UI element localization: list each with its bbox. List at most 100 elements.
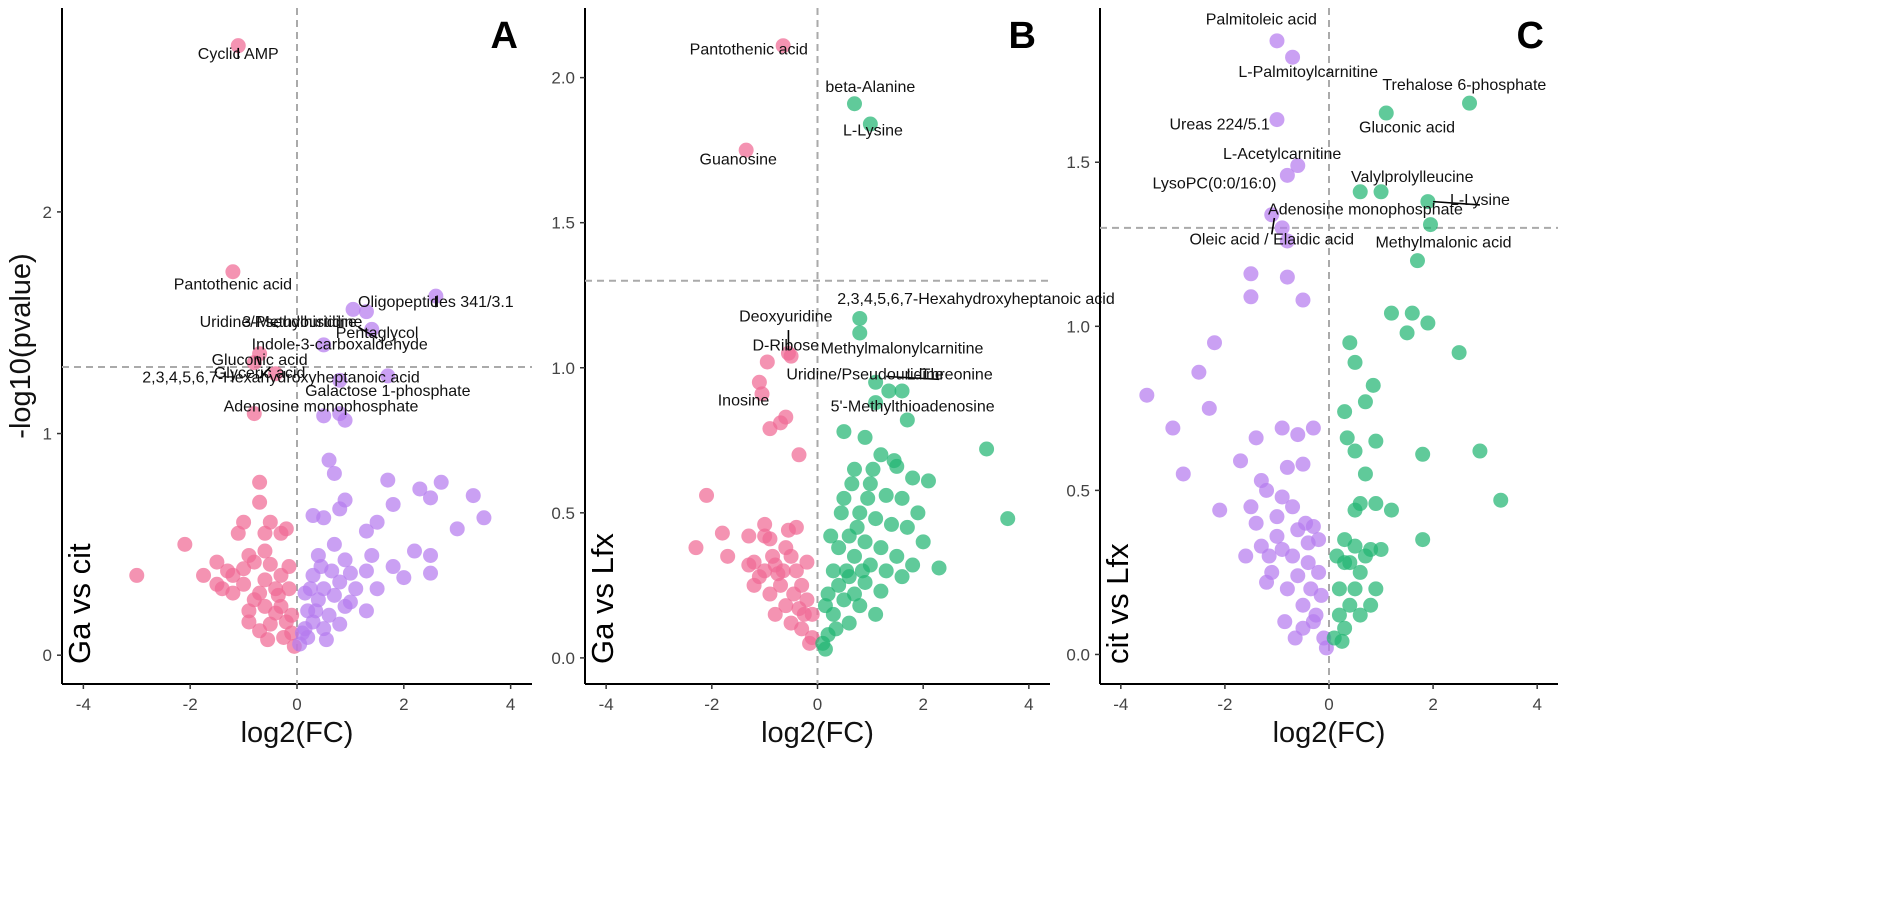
- data-point-up: [385, 559, 401, 575]
- data-point-up: [857, 429, 873, 445]
- data-point-pos: [1331, 581, 1347, 597]
- data-point-pos: [1342, 597, 1358, 613]
- data-point-up: [820, 586, 836, 602]
- annotation-leader-line: [886, 375, 940, 381]
- data-point-neg: [1279, 459, 1295, 475]
- data-point-neg: [1274, 489, 1290, 505]
- data-point-down: [257, 598, 273, 614]
- data-point-down: [699, 487, 715, 503]
- data-point-neg: [1279, 581, 1295, 597]
- data-point-neg: [1290, 427, 1306, 443]
- data-point-up: [852, 310, 868, 326]
- data-point-down: [788, 563, 804, 579]
- data-point-up: [385, 496, 401, 512]
- point-annotation: LysoPC(0:0/16:0): [1153, 175, 1277, 192]
- point-annotation: L-Lysine: [1450, 192, 1510, 209]
- data-point-down: [754, 386, 770, 402]
- data-point-up: [868, 374, 884, 390]
- data-point-down: [738, 142, 754, 158]
- data-point-up: [316, 337, 332, 353]
- y-tick-label: 1.0: [1066, 317, 1090, 336]
- data-point-up: [369, 581, 385, 597]
- data-point-up: [886, 453, 902, 469]
- data-point-neg: [1243, 266, 1259, 282]
- data-point-up: [849, 519, 865, 535]
- y-tick-label: 0: [43, 646, 52, 665]
- annotation-leader-line: [259, 366, 271, 379]
- data-point-pos: [1347, 538, 1363, 554]
- x-tick-label: -2: [1217, 695, 1232, 714]
- data-point-up: [449, 521, 465, 537]
- point-annotation: Adenosine monophosphate: [224, 398, 419, 415]
- data-point-down: [268, 366, 284, 382]
- data-point-down: [762, 421, 778, 437]
- data-point-up: [407, 543, 422, 559]
- panel-a: 0 1 2 -4 -2 0 2 4 Cyclic AMP Pantothenic acid Urid…: [5, 8, 532, 749]
- point-annotation: Guanosine: [700, 152, 777, 169]
- data-point-pos: [1347, 581, 1363, 597]
- y-tick-label: 0.0: [551, 649, 575, 668]
- data-point-pos: [1347, 354, 1363, 370]
- data-point-neg: [1191, 364, 1207, 380]
- data-point-up: [833, 505, 849, 521]
- data-point-up: [862, 116, 878, 132]
- data-point-pos: [1365, 377, 1381, 393]
- data-point-down: [688, 540, 704, 556]
- data-point-up: [364, 547, 380, 563]
- data-point-down: [196, 567, 212, 583]
- data-point-up: [857, 574, 873, 590]
- data-point-down: [794, 621, 810, 637]
- data-point-down: [241, 603, 257, 619]
- data-point-up: [825, 563, 841, 579]
- y-tick-label: 1.5: [1066, 153, 1090, 172]
- data-point-up: [852, 598, 868, 614]
- data-point-neg: [1287, 630, 1303, 646]
- data-point-down: [281, 581, 297, 597]
- data-point-up: [326, 536, 342, 552]
- x-axis-title: log2(FC): [761, 717, 874, 749]
- data-point-down: [230, 38, 246, 54]
- data-point-up: [857, 534, 873, 550]
- data-point-down: [209, 554, 225, 570]
- data-point-up: [860, 490, 876, 506]
- data-point-neg: [1285, 548, 1301, 564]
- x-tick-label: 0: [292, 695, 301, 714]
- data-point-pos: [1462, 95, 1478, 111]
- data-point-neg: [1279, 167, 1295, 183]
- data-point-neg: [1139, 387, 1155, 403]
- y-tick-label: 1.0: [551, 359, 575, 378]
- data-point-up: [839, 563, 855, 579]
- data-point-up: [326, 587, 342, 603]
- data-point-neg: [1295, 597, 1311, 613]
- data-point-up: [396, 570, 412, 586]
- data-point-neg: [1285, 49, 1301, 65]
- data-point-pos: [1383, 305, 1399, 321]
- data-point-up: [910, 505, 926, 521]
- data-point-up: [846, 548, 862, 564]
- data-point-up: [865, 461, 881, 477]
- point-annotation: Deoxyuridine: [739, 308, 832, 325]
- data-point-down: [799, 554, 815, 570]
- data-point-up: [358, 304, 374, 320]
- data-point-down: [770, 566, 786, 582]
- data-point-pos: [1415, 446, 1431, 462]
- data-point-down: [252, 494, 268, 510]
- data-point-up: [297, 585, 313, 601]
- point-annotation: Uridine/Pseudouridine: [200, 314, 358, 331]
- data-point-down: [252, 474, 268, 490]
- point-annotation: L-Palmitoylcarnitine: [1238, 64, 1378, 81]
- data-point-down: [246, 406, 262, 422]
- data-point-neg: [1212, 502, 1228, 518]
- x-tick-label: 0: [813, 695, 822, 714]
- data-point-up: [873, 583, 889, 599]
- data-point-down: [762, 586, 778, 602]
- panel-letter: A: [491, 15, 518, 57]
- data-point-down: [791, 447, 807, 463]
- data-point-up: [920, 473, 936, 489]
- data-point-neg: [1290, 568, 1306, 584]
- point-annotation: Cyclic AMP: [198, 46, 279, 63]
- data-point-down: [783, 548, 799, 564]
- data-point-up: [889, 548, 905, 564]
- data-point-down: [746, 577, 762, 593]
- data-point-up: [332, 616, 348, 632]
